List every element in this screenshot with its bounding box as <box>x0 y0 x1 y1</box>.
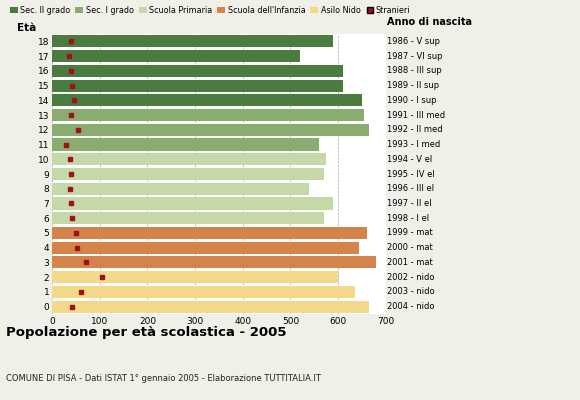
Text: 1986 - V sup: 1986 - V sup <box>387 37 440 46</box>
Bar <box>52 35 334 48</box>
Bar <box>52 256 376 268</box>
Bar <box>52 286 355 298</box>
Text: 1991 - III med: 1991 - III med <box>387 110 445 120</box>
Text: 1994 - V el: 1994 - V el <box>387 155 433 164</box>
Bar <box>52 109 364 121</box>
Bar <box>52 198 334 210</box>
Bar <box>52 242 360 254</box>
Text: 1999 - mat: 1999 - mat <box>387 228 433 238</box>
Bar <box>52 212 324 224</box>
Text: 2000 - mat: 2000 - mat <box>387 243 433 252</box>
Text: 2002 - nido: 2002 - nido <box>387 273 435 282</box>
Bar <box>52 227 367 239</box>
Text: 1988 - III sup: 1988 - III sup <box>387 66 442 75</box>
Text: 1996 - III el: 1996 - III el <box>387 184 434 193</box>
Text: 2003 - nido: 2003 - nido <box>387 287 435 296</box>
Bar <box>52 124 369 136</box>
Bar <box>52 168 324 180</box>
Text: 1990 - I sup: 1990 - I sup <box>387 96 437 105</box>
Bar <box>52 65 343 77</box>
Bar <box>52 153 326 165</box>
Bar <box>52 300 369 313</box>
Text: 1993 - I med: 1993 - I med <box>387 140 441 149</box>
Text: 2004 - nido: 2004 - nido <box>387 302 435 311</box>
Text: 1995 - IV el: 1995 - IV el <box>387 170 435 178</box>
Bar <box>52 80 343 92</box>
Text: 1992 - II med: 1992 - II med <box>387 125 443 134</box>
Text: Anno di nascita: Anno di nascita <box>387 17 473 27</box>
Text: 1998 - I el: 1998 - I el <box>387 214 430 223</box>
Text: 2001 - mat: 2001 - mat <box>387 258 433 267</box>
Text: Età: Età <box>17 23 37 33</box>
Bar <box>52 50 300 62</box>
Legend: Sec. II grado, Sec. I grado, Scuola Primaria, Scuola dell'Infanzia, Asilo Nido, : Sec. II grado, Sec. I grado, Scuola Prim… <box>10 6 411 15</box>
Bar <box>52 138 319 150</box>
Bar <box>52 271 338 283</box>
Bar <box>52 183 310 195</box>
Text: Popolazione per età scolastica - 2005: Popolazione per età scolastica - 2005 <box>6 326 287 339</box>
Text: 1989 - II sup: 1989 - II sup <box>387 81 440 90</box>
Bar <box>52 94 362 106</box>
Text: 1997 - II el: 1997 - II el <box>387 199 432 208</box>
Text: COMUNE DI PISA - Dati ISTAT 1° gennaio 2005 - Elaborazione TUTTITALIA.IT: COMUNE DI PISA - Dati ISTAT 1° gennaio 2… <box>6 374 321 383</box>
Text: 1987 - VI sup: 1987 - VI sup <box>387 52 443 61</box>
